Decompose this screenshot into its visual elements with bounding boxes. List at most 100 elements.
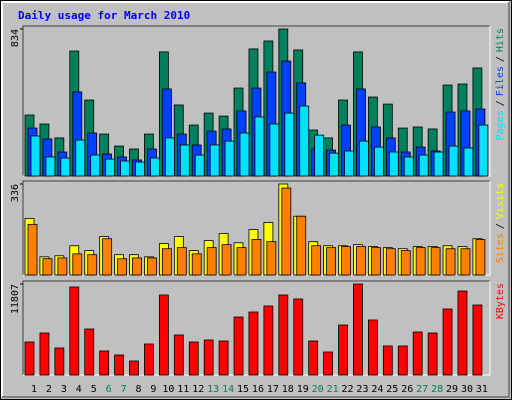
bar xyxy=(158,294,169,376)
bar xyxy=(27,223,38,276)
bar xyxy=(72,253,83,276)
bar xyxy=(236,247,247,276)
bar xyxy=(281,187,292,276)
bar xyxy=(105,158,116,177)
bar xyxy=(382,345,393,376)
bar xyxy=(308,340,319,376)
bar xyxy=(359,140,369,177)
x-tick-label: 4 xyxy=(76,384,82,395)
x-tick-label: 30 xyxy=(461,384,473,395)
x-tick-label: 11 xyxy=(177,384,189,395)
bar xyxy=(370,247,381,276)
bar xyxy=(90,154,101,177)
y-max-label: 336 xyxy=(10,184,21,202)
x-tick-label: 9 xyxy=(150,384,156,395)
x-tick-label: 27 xyxy=(416,384,428,395)
bar xyxy=(30,135,41,177)
x-tick-label: 14 xyxy=(222,384,234,395)
bar xyxy=(269,123,280,177)
panel-bevel-dark xyxy=(22,25,490,176)
bar xyxy=(266,241,277,276)
bar xyxy=(60,157,71,177)
bar xyxy=(284,112,295,177)
bar xyxy=(39,332,50,376)
bar xyxy=(460,248,471,276)
bar xyxy=(117,258,127,276)
bar xyxy=(188,341,199,376)
legend-entry: Files xyxy=(495,66,506,96)
bar xyxy=(278,294,289,376)
bar xyxy=(385,248,396,276)
chart-title: Daily usage for March 2010 xyxy=(18,9,190,22)
bar xyxy=(42,258,53,276)
bar xyxy=(102,238,113,276)
x-tick-label: 23 xyxy=(356,384,368,395)
bar xyxy=(87,254,98,276)
bar xyxy=(415,247,426,276)
legend-entry: Sites xyxy=(495,233,506,263)
bar xyxy=(164,137,175,177)
x-tick-label: 24 xyxy=(371,384,383,395)
bar xyxy=(293,298,304,376)
y-max-label: 11807 xyxy=(10,284,21,314)
bar xyxy=(45,156,56,177)
bar xyxy=(263,305,274,376)
bar xyxy=(221,244,232,276)
x-tick-label: 29 xyxy=(446,384,458,395)
bar xyxy=(69,286,80,376)
bar xyxy=(445,248,456,276)
bar xyxy=(206,247,217,276)
bar xyxy=(179,144,190,177)
bar xyxy=(344,150,354,177)
legend-entry: KBytes xyxy=(495,283,506,319)
x-tick-label: 7 xyxy=(121,384,127,395)
bar xyxy=(239,132,250,177)
x-tick-label: 17 xyxy=(267,384,279,395)
x-tick-label: 13 xyxy=(207,384,219,395)
bar xyxy=(475,239,486,276)
legend-separator: / xyxy=(495,56,506,62)
bar xyxy=(478,124,489,177)
x-tick-label: 18 xyxy=(282,384,294,395)
x-tick-label: 1 xyxy=(31,384,37,395)
bar xyxy=(147,257,157,276)
bar xyxy=(326,247,337,276)
x-tick-label: 31 xyxy=(476,384,488,395)
bar xyxy=(129,360,139,376)
bar xyxy=(329,152,340,177)
bar xyxy=(194,154,205,177)
x-tick-label: 20 xyxy=(312,384,324,395)
bar xyxy=(54,347,65,376)
bar xyxy=(356,246,366,276)
x-tick-label: 12 xyxy=(192,384,204,395)
bar xyxy=(397,345,408,376)
bar xyxy=(132,257,142,276)
x-tick-label: 3 xyxy=(61,384,67,395)
x-tick-label: 26 xyxy=(401,384,413,395)
legend-separator: / xyxy=(495,223,506,229)
bar xyxy=(433,151,444,177)
x-tick-label: 16 xyxy=(252,384,264,395)
bar xyxy=(209,144,220,177)
bar xyxy=(144,343,154,376)
legend-entry: Pages xyxy=(495,110,506,140)
bar xyxy=(84,328,95,376)
bar xyxy=(311,245,322,276)
bar xyxy=(463,147,474,177)
x-tick-label: 21 xyxy=(327,384,339,395)
bar xyxy=(161,248,172,276)
bar xyxy=(224,140,235,177)
x-tick-label: 25 xyxy=(386,384,398,395)
x-tick-label: 22 xyxy=(342,384,354,395)
y-max-label: 834 xyxy=(10,29,21,47)
bar xyxy=(353,283,363,376)
legend: Sites / Visits xyxy=(495,183,506,263)
bar xyxy=(24,341,35,376)
x-tick-label: 2 xyxy=(46,384,52,395)
panel-bevel-dark xyxy=(22,280,490,375)
x-tick-label: 10 xyxy=(162,384,174,395)
bar xyxy=(248,311,259,376)
